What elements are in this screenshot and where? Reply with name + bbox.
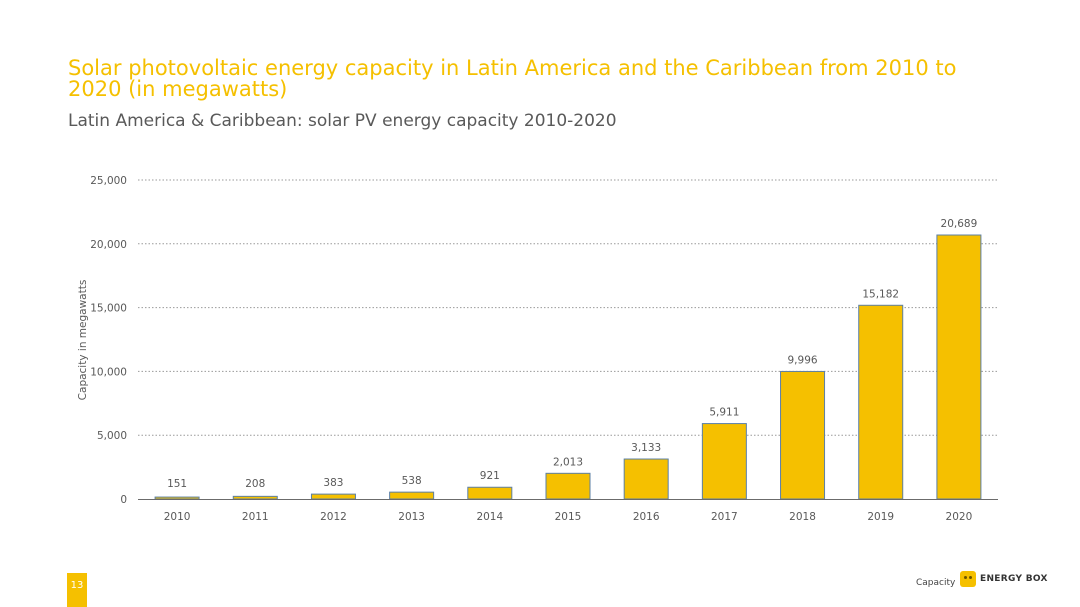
bar [154, 496, 200, 500]
data-label: 921 [480, 470, 500, 482]
x-axis-ticks: 2010 2011 2012 2013 2014 2015 2016 2017 2018 2019… [164, 511, 973, 523]
chart-title: Solar photovoltaic energy capacity in La… [68, 56, 957, 101]
x-tick-label: 2015 [555, 511, 582, 523]
data-label: 20,689 [941, 218, 978, 230]
bar [701, 423, 747, 500]
y-tick-label: 0 [120, 494, 127, 506]
y-axis-label: Capacity in megawatts [77, 280, 89, 401]
logo-text: ENERGY BOX [980, 574, 1048, 584]
y-tick-label: 20,000 [90, 239, 127, 251]
energy-box-logo: ENERGY BOX [960, 570, 1048, 588]
data-label: 9,996 [788, 354, 818, 366]
bar [232, 495, 278, 500]
bar [858, 304, 904, 500]
x-tick-label: 2011 [242, 511, 269, 523]
data-label: 538 [402, 475, 422, 487]
data-label: 5,911 [709, 407, 739, 419]
page-number: 13 [67, 573, 87, 607]
bar [389, 491, 435, 500]
data-label: 15,182 [862, 288, 899, 300]
footer-label: Capacity [916, 578, 956, 588]
x-tick-label: 2017 [711, 511, 738, 523]
data-label: 208 [245, 478, 265, 490]
data-label: 2,013 [553, 456, 583, 468]
x-tick-label: 2012 [320, 511, 347, 523]
x-tick-label: 2016 [633, 511, 660, 523]
y-axis-ticks: 0 5,000 10,000 15,000 20,000 25,000 [90, 175, 127, 506]
y-tick-label: 10,000 [90, 366, 127, 378]
data-label: 151 [167, 478, 187, 490]
bar [623, 458, 669, 500]
y-tick-label: 15,000 [90, 303, 127, 315]
data-labels: 151 208 383 538 921 2,013 3,133 5,911 9,996 15,18… [167, 218, 977, 490]
bar [780, 370, 826, 500]
x-tick-label: 2010 [164, 511, 191, 523]
chart-subtitle: Latin America & Caribbean: solar PV ener… [68, 111, 617, 131]
data-label: 3,133 [631, 442, 661, 454]
bars [154, 234, 982, 500]
y-tick-label: 5,000 [97, 430, 127, 442]
bar [310, 493, 356, 500]
x-tick-label: 2014 [476, 511, 503, 523]
x-tick-label: 2018 [789, 511, 816, 523]
x-tick-label: 2020 [946, 511, 973, 523]
energy-box-logo-icon [960, 571, 976, 587]
x-tick-label: 2013 [398, 511, 425, 523]
bar [467, 486, 513, 500]
data-label: 383 [323, 477, 343, 489]
y-tick-label: 25,000 [90, 175, 127, 187]
bar [936, 234, 982, 500]
bar [545, 472, 591, 500]
x-tick-label: 2019 [867, 511, 894, 523]
